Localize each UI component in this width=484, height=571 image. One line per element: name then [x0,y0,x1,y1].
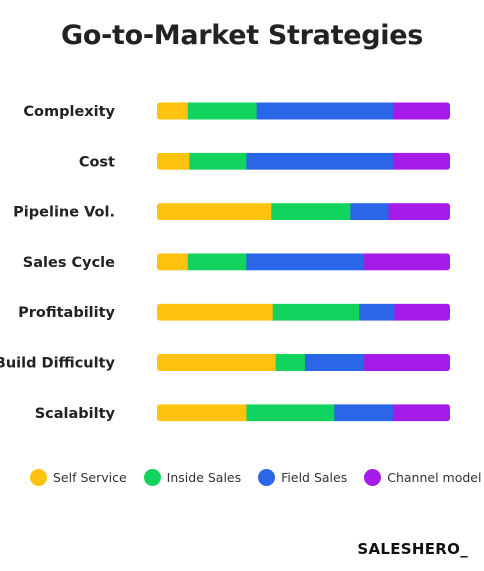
bar-segment-field-sales [256,102,394,120]
bar-segment-self-service [157,102,189,120]
bar-segment-field-sales [304,354,364,371]
brand-logo: SALESHERO_ [357,540,468,558]
bar-segment-inside-sales [271,203,351,221]
category-label: Complexity [23,104,115,120]
bar-segment-channel-model [392,404,450,422]
legend-swatch [143,469,161,486]
category-label: Pipeline Vol. [13,205,115,221]
category-label: Scalabilty [35,406,116,422]
legend-item-self-service: Self Service [30,469,127,486]
bar-segment-channel-model [363,253,450,271]
legend-item-field-sales: Field Sales [258,469,347,486]
bar-row-complexity: Complexity [23,102,450,120]
bar-segment-inside-sales [272,303,360,321]
bar-row-pipeline-vol: Pipeline Vol. [13,203,450,221]
bar-row-profitability: Profitability [18,303,450,321]
bar-segment-inside-sales [187,102,258,120]
bar-segment-field-sales [359,303,395,321]
category-label: Profitability [18,305,115,321]
bar-segment-inside-sales [246,404,335,422]
legend-item-channel-model: Channel model [364,469,481,486]
legend-label: Channel model [387,470,482,485]
bar-segment-inside-sales [275,354,306,371]
legend-label: Field Sales [281,470,348,485]
category-label: Cost [79,154,115,170]
bar-segment-field-sales [246,152,394,170]
bar-segment-self-service [157,253,189,271]
stacked-bar-chart: Complexity Cost Pipeline Vol. Sales Cycle Pr… [0,102,450,422]
bar-segment-self-service [157,152,190,170]
bar-segment-channel-model [394,303,450,321]
legend-swatch [258,469,276,486]
bar-segment-self-service [157,303,274,321]
bar-segment-inside-sales [189,152,247,170]
legend-label: Self Service [53,470,127,485]
bar-segment-inside-sales [187,253,247,271]
bar-segment-channel-model [392,152,450,170]
bar-row-cost: Cost [79,152,450,170]
bar-segment-field-sales [246,253,364,271]
category-label: Build Difficulty [0,356,116,372]
bar-segment-self-service [157,203,272,221]
bar-row-scalabilty: Scalabilty [35,404,450,422]
chart-title: Go-to-Market Strategies [60,20,423,51]
legend-swatch [364,469,382,486]
bar-row-sales-cycle: Sales Cycle [23,253,450,271]
bar-segment-channel-model [363,354,450,371]
bar-row-build-difficulty: Build Difficulty [0,354,450,372]
bar-segment-self-service [157,404,247,422]
bar-segment-channel-model [392,102,450,120]
bar-segment-field-sales [350,203,389,221]
legend-swatch [30,469,47,486]
bar-segment-field-sales [334,404,394,422]
legend-label: Inside Sales [166,470,242,485]
bar-segment-channel-model [388,203,450,221]
legend-item-inside-sales: Inside Sales [143,469,242,486]
chart-legend: Self Service Inside Sales Field Sales Chann… [30,469,481,486]
category-label: Sales Cycle [23,255,115,271]
bar-segment-self-service [157,354,277,371]
